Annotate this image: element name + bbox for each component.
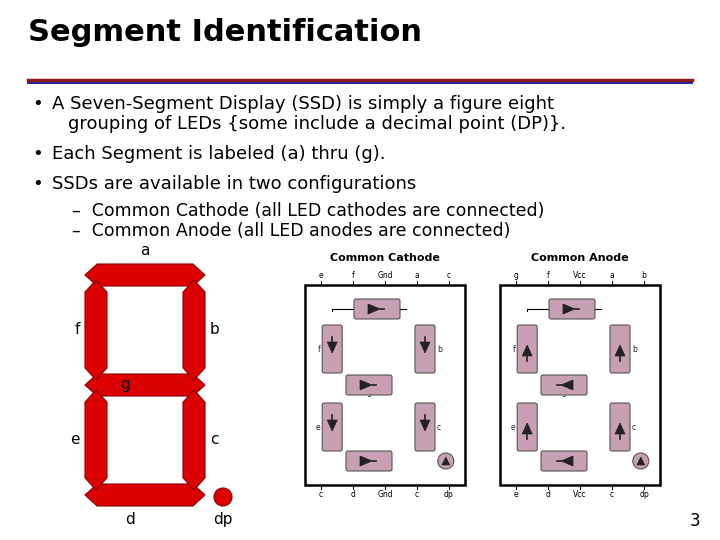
Text: –  Common Cathode (all LED cathodes are connected): – Common Cathode (all LED cathodes are c… [72, 202, 544, 220]
Text: d: d [351, 490, 356, 499]
Polygon shape [522, 423, 532, 434]
Text: SSDs are available in two configurations: SSDs are available in two configurations [52, 175, 416, 193]
Text: c: c [319, 490, 323, 499]
Text: b: b [632, 345, 637, 354]
Text: f: f [546, 271, 549, 280]
Polygon shape [563, 304, 575, 314]
Text: a: a [570, 312, 575, 321]
Text: g: g [562, 388, 567, 397]
Polygon shape [420, 420, 430, 431]
Circle shape [633, 453, 649, 469]
Text: e: e [510, 422, 516, 431]
FancyBboxPatch shape [354, 299, 400, 319]
Text: a: a [374, 312, 379, 321]
Polygon shape [327, 420, 337, 431]
Text: f: f [75, 322, 80, 338]
Polygon shape [85, 264, 205, 286]
Text: 3: 3 [689, 512, 700, 530]
Text: c: c [437, 422, 441, 431]
Polygon shape [85, 374, 205, 396]
Text: Segment Identification: Segment Identification [28, 18, 422, 47]
Text: Vcc: Vcc [573, 490, 587, 499]
Text: f: f [351, 271, 354, 280]
Text: a: a [140, 243, 150, 258]
Text: dp: dp [444, 490, 454, 499]
Polygon shape [368, 304, 380, 314]
FancyBboxPatch shape [549, 299, 595, 319]
Polygon shape [442, 457, 450, 465]
Text: –  Common Anode (all LED anodes are connected): – Common Anode (all LED anodes are conne… [72, 222, 510, 240]
Text: e: e [315, 422, 320, 431]
Text: f: f [318, 345, 320, 354]
FancyBboxPatch shape [323, 325, 342, 373]
Text: d: d [366, 464, 372, 473]
Text: c: c [415, 490, 419, 499]
Text: g: g [120, 377, 130, 393]
FancyBboxPatch shape [323, 403, 342, 451]
Text: d: d [546, 490, 550, 499]
Text: Common Cathode: Common Cathode [330, 253, 440, 263]
Circle shape [438, 453, 454, 469]
Text: grouping of LEDs {some include a decimal point (DP)}.: grouping of LEDs {some include a decimal… [68, 115, 566, 133]
Text: A Seven-Segment Display (SSD) is simply a figure eight: A Seven-Segment Display (SSD) is simply … [52, 95, 554, 113]
Text: d: d [125, 512, 135, 527]
FancyBboxPatch shape [541, 451, 587, 471]
Bar [500, 285, 660, 485]
Text: c: c [632, 422, 636, 431]
Text: Gnd: Gnd [377, 490, 393, 499]
Text: b: b [437, 345, 442, 354]
Circle shape [214, 488, 232, 506]
Text: e: e [513, 490, 518, 499]
Polygon shape [636, 457, 645, 465]
Text: f: f [513, 345, 516, 354]
FancyBboxPatch shape [346, 451, 392, 471]
Text: c: c [210, 433, 218, 448]
Text: Common Anode: Common Anode [531, 253, 629, 263]
FancyBboxPatch shape [415, 403, 435, 451]
Polygon shape [85, 390, 107, 490]
Text: Each Segment is labeled (a) thru (g).: Each Segment is labeled (a) thru (g). [52, 145, 385, 163]
Text: •: • [32, 145, 42, 163]
Polygon shape [420, 342, 430, 353]
Polygon shape [85, 280, 107, 380]
Text: c: c [447, 271, 451, 280]
Text: •: • [32, 175, 42, 193]
FancyBboxPatch shape [610, 403, 630, 451]
Polygon shape [327, 342, 337, 353]
Text: dp: dp [213, 512, 233, 527]
Text: g: g [366, 388, 372, 397]
Text: e: e [319, 271, 323, 280]
Text: a: a [415, 271, 419, 280]
Text: d: d [562, 464, 567, 473]
FancyBboxPatch shape [541, 375, 587, 395]
Polygon shape [615, 423, 625, 434]
Text: c: c [610, 490, 614, 499]
Polygon shape [561, 380, 573, 390]
FancyBboxPatch shape [610, 325, 630, 373]
Text: Vcc: Vcc [573, 271, 587, 280]
Polygon shape [360, 456, 372, 466]
Text: e: e [71, 433, 80, 448]
Polygon shape [615, 345, 625, 356]
Polygon shape [360, 380, 372, 390]
Text: b: b [210, 322, 220, 338]
FancyBboxPatch shape [346, 375, 392, 395]
Text: •: • [32, 95, 42, 113]
Text: a: a [610, 271, 614, 280]
Text: dp: dp [639, 490, 649, 499]
Polygon shape [183, 280, 205, 380]
Text: g: g [513, 271, 518, 280]
FancyBboxPatch shape [517, 325, 537, 373]
Text: b: b [642, 271, 647, 280]
FancyBboxPatch shape [517, 403, 537, 451]
Polygon shape [85, 484, 205, 506]
FancyBboxPatch shape [415, 325, 435, 373]
Polygon shape [522, 345, 532, 356]
Polygon shape [183, 390, 205, 490]
Bar [305, 285, 465, 485]
Text: Gnd: Gnd [377, 271, 393, 280]
Polygon shape [561, 456, 573, 466]
